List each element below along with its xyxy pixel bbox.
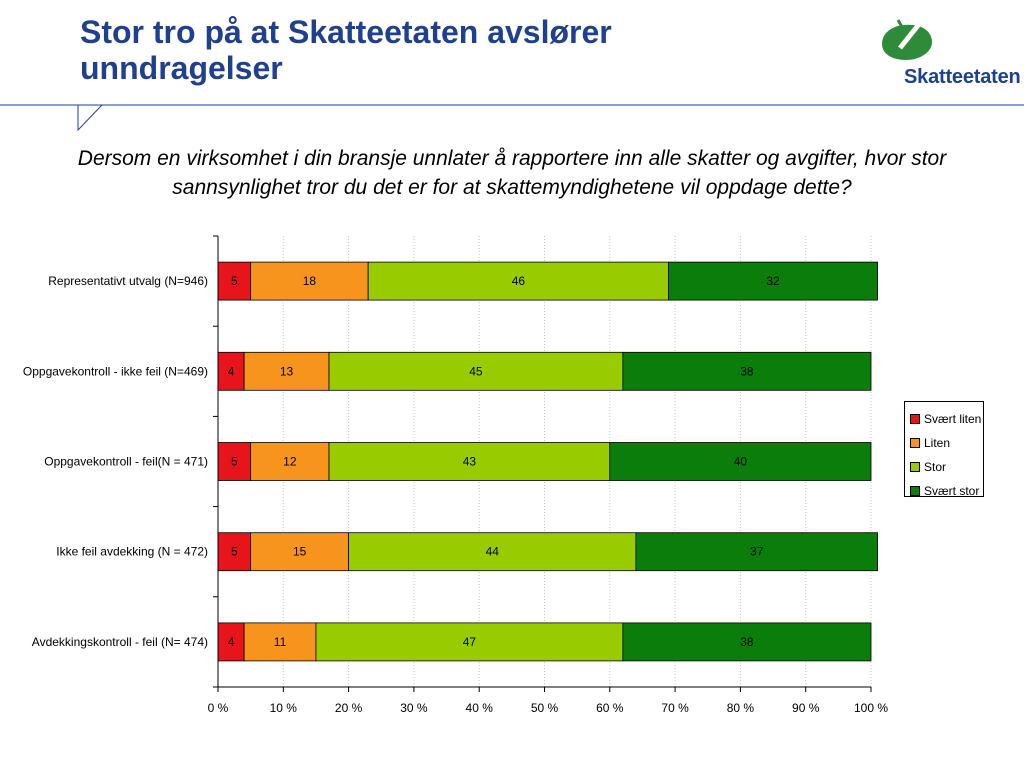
data-label: 46 (512, 274, 526, 288)
data-label: 4 (228, 364, 235, 378)
bar-segment (348, 532, 637, 572)
data-label: 11 (274, 635, 287, 649)
x-tick-label: 90 % (792, 701, 820, 715)
x-tick-label: 0 % (208, 701, 229, 715)
bars-layer (217, 261, 878, 662)
bar-segment (328, 351, 624, 391)
data-label: 38 (740, 635, 754, 649)
bar-segment (609, 442, 872, 481)
bar-segment (328, 442, 611, 481)
category-label: Ikke feil avdekking (N = 472) (56, 545, 208, 559)
data-label: 37 (750, 545, 764, 559)
data-label: 4 (228, 635, 235, 649)
bar-segment (250, 442, 330, 481)
data-label: 13 (280, 364, 294, 378)
survey-question: Dersom en virksomhet i din bransje unnla… (77, 147, 947, 199)
category-label: Representativt utvalg (N=946) (48, 274, 208, 288)
data-label: 47 (463, 635, 477, 649)
legend-item: Stor (910, 455, 983, 479)
legend-swatch (910, 486, 920, 496)
legend-label: Stor (924, 460, 947, 474)
data-label: 43 (463, 455, 477, 469)
data-label: 5 (231, 274, 238, 288)
bar-segment (217, 442, 252, 481)
legend-label: Svært liten (924, 412, 982, 426)
legend-item: Svært stor (910, 479, 983, 503)
data-label: 5 (231, 545, 238, 559)
bar-segment (217, 351, 245, 391)
legend-swatch (910, 462, 920, 472)
legend-label: Liten (924, 436, 951, 450)
bar-segment (315, 622, 624, 662)
category-label: Oppgavekontroll - feil(N = 471) (44, 455, 208, 469)
data-label: 32 (766, 274, 780, 288)
logo-text: Skatteetaten (904, 66, 1021, 88)
data-label: 44 (486, 545, 500, 559)
bar-segment (367, 261, 669, 301)
bar-segment (243, 351, 330, 391)
x-tick-label: 80 % (727, 701, 755, 715)
x-tick-label: 100 % (854, 701, 888, 715)
bar-segment (635, 532, 878, 572)
axes-layer (213, 235, 872, 692)
legend-item: Liten (910, 431, 983, 455)
legend-swatch (910, 414, 920, 424)
x-tick-label: 70 % (661, 701, 689, 715)
x-tick-label: 50 % (531, 701, 559, 715)
x-tick-label: 60 % (596, 701, 624, 715)
data-label: 12 (283, 455, 297, 469)
legend-swatch (910, 438, 920, 448)
data-label: 18 (303, 274, 317, 288)
x-tick-label: 20 % (335, 701, 363, 715)
x-tick-label: 30 % (400, 701, 428, 715)
category-label: Avdekkingskontroll - feil (N= 474) (32, 635, 208, 649)
x-tick-label: 10 % (270, 701, 298, 715)
bar-segment (668, 261, 878, 301)
skatteetaten-leaf-logo-icon (882, 18, 932, 60)
legend-item: Svært liten (910, 407, 983, 431)
x-tick-label: 40 % (466, 701, 494, 715)
header-divider (0, 104, 1024, 132)
stacked-bar-chart: 0 % 10 % 20 % 30 % 40 % 50 % 60 % 70 % 80 % 90 % 1… (23, 235, 888, 715)
chart-legend: Svært liten Liten Stor Svært stor (904, 401, 984, 498)
data-label: 5 (231, 455, 238, 469)
data-label: 40 (734, 455, 748, 469)
data-label: 38 (740, 364, 754, 378)
legend-label: Svært stor (924, 484, 980, 498)
bar-segment (250, 261, 369, 301)
category-label: Oppgavekontroll - ikke feil (N=469) (23, 364, 208, 378)
data-label: 15 (293, 545, 307, 559)
bar-segment (622, 622, 872, 662)
data-label: 45 (469, 364, 483, 378)
bar-segment (622, 351, 872, 391)
page-title: Stor tro på at Skatteetaten avslører unn… (80, 14, 612, 86)
labels-layer: 0 % 10 % 20 % 30 % 40 % 50 % 60 % 70 % 80 % 90 % 1… (23, 274, 888, 715)
